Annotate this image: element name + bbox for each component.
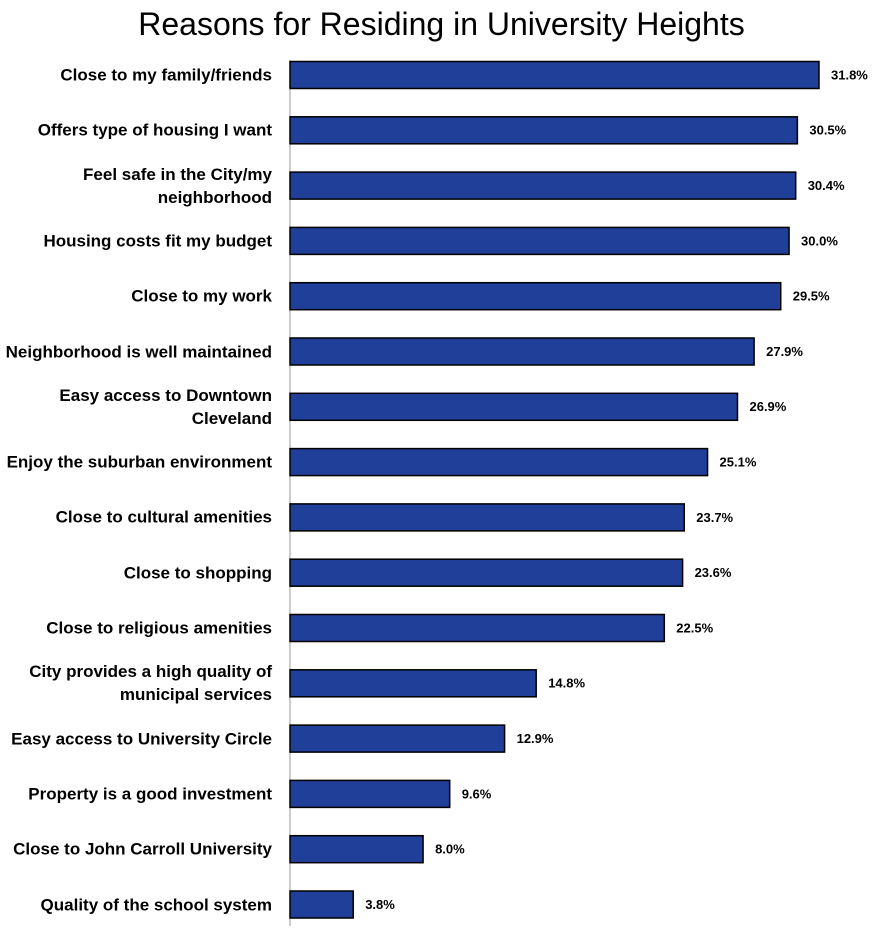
- bar: [289, 60, 820, 90]
- bar: [289, 116, 799, 145]
- category-label: Enjoy the suburban environment: [6, 452, 272, 472]
- bar: [289, 834, 424, 864]
- bar: [289, 669, 537, 698]
- category-label: Neighborhood is well maintained: [5, 342, 272, 361]
- bar: [289, 558, 684, 587]
- category-label: Feel safe in the City/my neighborhood: [83, 164, 272, 207]
- bar: [289, 392, 739, 422]
- bar: [289, 226, 790, 256]
- category-label: Easy access to University Circle: [11, 729, 272, 749]
- value-label: 31.8%: [831, 67, 868, 82]
- chart-title: Reasons for Residing in University Heigh…: [138, 6, 745, 42]
- category-label: Close to religious amenities: [46, 618, 272, 638]
- bar: [289, 447, 709, 477]
- value-label: 27.9%: [766, 344, 803, 359]
- value-label: 29.5%: [793, 289, 830, 304]
- bar: [289, 613, 666, 643]
- category-label: Offers type of housing I want: [37, 120, 272, 140]
- value-label: 30.5%: [809, 123, 846, 138]
- category-label: Close to my family/friends: [60, 65, 272, 85]
- category-label: Close to John Carroll University: [13, 839, 272, 859]
- value-label: 23.7%: [696, 510, 733, 525]
- value-label: 8.0%: [435, 842, 465, 857]
- category-label: Property is a good investment: [28, 784, 272, 804]
- value-label: 14.8%: [548, 676, 585, 691]
- value-label: 25.1%: [720, 455, 757, 470]
- category-label: Quality of the school system: [40, 895, 272, 914]
- value-label: 26.9%: [749, 399, 786, 414]
- value-label: 9.6%: [462, 786, 492, 801]
- value-label: 23.6%: [695, 565, 732, 580]
- category-label: Easy access to Downtown Cleveland: [59, 385, 272, 428]
- bar: [289, 171, 797, 200]
- bar: [289, 779, 451, 809]
- value-label: 3.8%: [365, 897, 395, 912]
- category-label: Close to my work: [131, 286, 272, 306]
- value-label: 12.9%: [517, 731, 554, 746]
- category-label: Housing costs fit my budget: [43, 231, 272, 251]
- value-label: 22.5%: [676, 620, 713, 635]
- category-label: Close to shopping: [123, 563, 272, 583]
- category-label: City provides a high quality of municipa…: [29, 662, 272, 705]
- category-label: Close to cultural amenities: [55, 507, 272, 527]
- value-label: 30.4%: [808, 178, 845, 193]
- bar: [289, 890, 354, 919]
- bar: [289, 503, 686, 532]
- value-label: 30.0%: [801, 233, 838, 248]
- bar: [289, 337, 755, 366]
- bar: [289, 281, 782, 311]
- bar: [289, 724, 506, 753]
